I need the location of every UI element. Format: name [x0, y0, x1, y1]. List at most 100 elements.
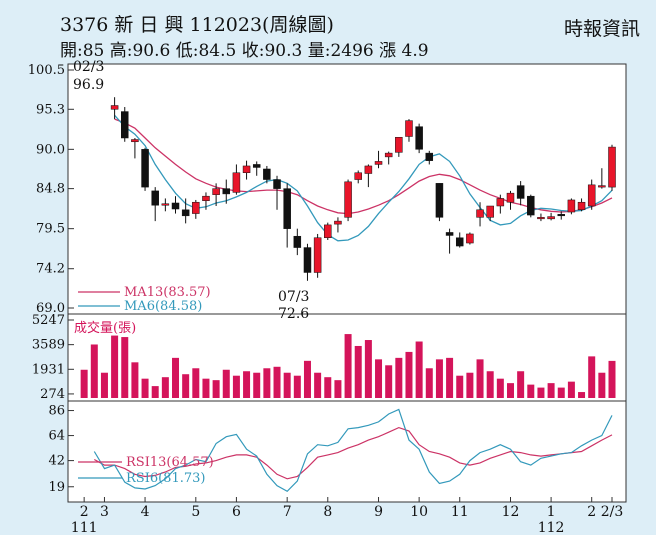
volume-bar [172, 357, 180, 398]
price-grid [68, 69, 74, 309]
rsi-y-axis: 86 64 42 19 [48, 404, 74, 495]
x-tick-label: 4 [141, 504, 150, 520]
candle-up [466, 233, 474, 244]
volume-bar [121, 337, 129, 398]
candle-down [435, 183, 444, 218]
x-tick-label: 8 [323, 504, 332, 520]
volume-bar [232, 375, 240, 398]
candle-down [141, 149, 149, 188]
price-y-axis: 100.5 95.3 90.0 84.8 79.5 74.2 69.0 [28, 63, 65, 316]
x-tick-label: 3 [100, 504, 109, 520]
volume-tick-label: 274 [40, 387, 65, 402]
rsi-tick-label: 42 [48, 454, 65, 469]
volume-bar [263, 368, 271, 398]
price-tick-label: 95.3 [36, 102, 65, 117]
volume-bar [243, 371, 251, 398]
candle-down [455, 237, 464, 247]
volume-bar [141, 378, 149, 398]
volume-bar [314, 372, 322, 398]
rsi-tick-label: 64 [48, 429, 65, 444]
volume-bar [90, 344, 98, 398]
candle-down [527, 195, 535, 216]
rsi-line [93, 408, 613, 493]
volume-bar [527, 384, 535, 398]
volume-bar [506, 383, 514, 398]
candle-down [151, 190, 159, 206]
candle-down [516, 185, 525, 199]
candle-up [577, 201, 586, 211]
candle-up [232, 172, 241, 193]
legend-label: RSI6(81.73) [126, 471, 205, 486]
volume-bar [466, 372, 474, 398]
volume-bar [151, 386, 159, 398]
candle-up [313, 237, 322, 273]
candle-up [395, 136, 403, 153]
volume-bar [456, 375, 464, 398]
volume-bar [273, 366, 281, 398]
volume-y-axis: 5247 3589 1931 274 [32, 313, 74, 402]
x-tick-label: 9 [374, 504, 383, 520]
candle-down [293, 235, 302, 248]
volume-bar [588, 356, 596, 398]
candle-up [608, 146, 616, 188]
volume-tick-label: 3589 [32, 338, 65, 353]
volume-bar [537, 387, 545, 398]
volume-bar [293, 375, 301, 398]
candle-down [222, 188, 231, 195]
volume-bar [111, 335, 119, 398]
candle-up [506, 192, 515, 203]
legend-label: MA6(84.58) [124, 299, 202, 314]
volume-bar [80, 369, 88, 398]
volume-bar [405, 351, 413, 398]
volume-bar [385, 365, 393, 398]
volume-bar [324, 377, 332, 398]
volume-bar [486, 371, 494, 398]
volume-bar [131, 362, 139, 398]
volume-bar [608, 360, 616, 398]
candle-up [161, 203, 170, 206]
volume-bar [567, 381, 575, 398]
volume-bar [253, 372, 261, 398]
candle-down [425, 152, 434, 161]
candle-up [598, 185, 606, 188]
candle-up [192, 201, 200, 214]
candle-up [212, 188, 220, 195]
candle-down [171, 202, 180, 210]
x-tick-label: 2 [80, 504, 89, 520]
annotation-value: 96.9 [73, 77, 104, 93]
candle-up [334, 220, 342, 225]
volume-bar [496, 378, 504, 398]
volume-bar [212, 380, 220, 398]
volume-bar [435, 359, 443, 398]
x-tick-label: 6 [232, 504, 241, 520]
stock-stats: 開:85 高:90.6 低:84.5 收:90.3 量:2496 漲 4.9 [60, 41, 429, 61]
volume-bar [100, 372, 108, 398]
volume-bar [557, 387, 565, 398]
volume-bar [415, 341, 423, 398]
volume-bar [334, 380, 342, 398]
volume-bar [517, 371, 525, 398]
x-tick-label: 12 [502, 504, 520, 520]
x-tick-label: 2 [587, 504, 596, 520]
volume-bar [375, 359, 383, 398]
x-tick-label: 1 [547, 504, 556, 520]
candle-up [384, 152, 393, 158]
volume-bar [161, 377, 169, 398]
volume-title-group: 成交量(張) [74, 320, 136, 336]
rsi-lines [93, 408, 613, 493]
price-tick-label: 90.0 [36, 142, 65, 157]
candle-down [181, 209, 190, 217]
candle-down [263, 168, 271, 180]
volume-bar [344, 334, 352, 398]
candle-up [496, 198, 505, 207]
plot-area [67, 63, 627, 503]
source-label: 時報資訊 [563, 18, 640, 40]
volume-bar [364, 340, 372, 398]
x-tick-label: 10 [410, 504, 428, 520]
volume-bar [354, 345, 362, 398]
volume-bar [578, 392, 586, 398]
annotation-date: 07/3 [278, 289, 309, 305]
volume-bar [202, 378, 210, 398]
candle-up [476, 209, 484, 218]
